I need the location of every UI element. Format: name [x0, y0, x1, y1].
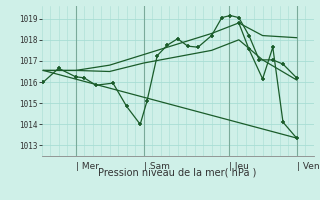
Text: | Jeu: | Jeu	[228, 162, 248, 171]
X-axis label: Pression niveau de la mer( hPa ): Pression niveau de la mer( hPa )	[99, 167, 257, 177]
Text: | Ven: | Ven	[297, 162, 319, 171]
Text: | Mer: | Mer	[76, 162, 99, 171]
Text: | Sam: | Sam	[144, 162, 170, 171]
